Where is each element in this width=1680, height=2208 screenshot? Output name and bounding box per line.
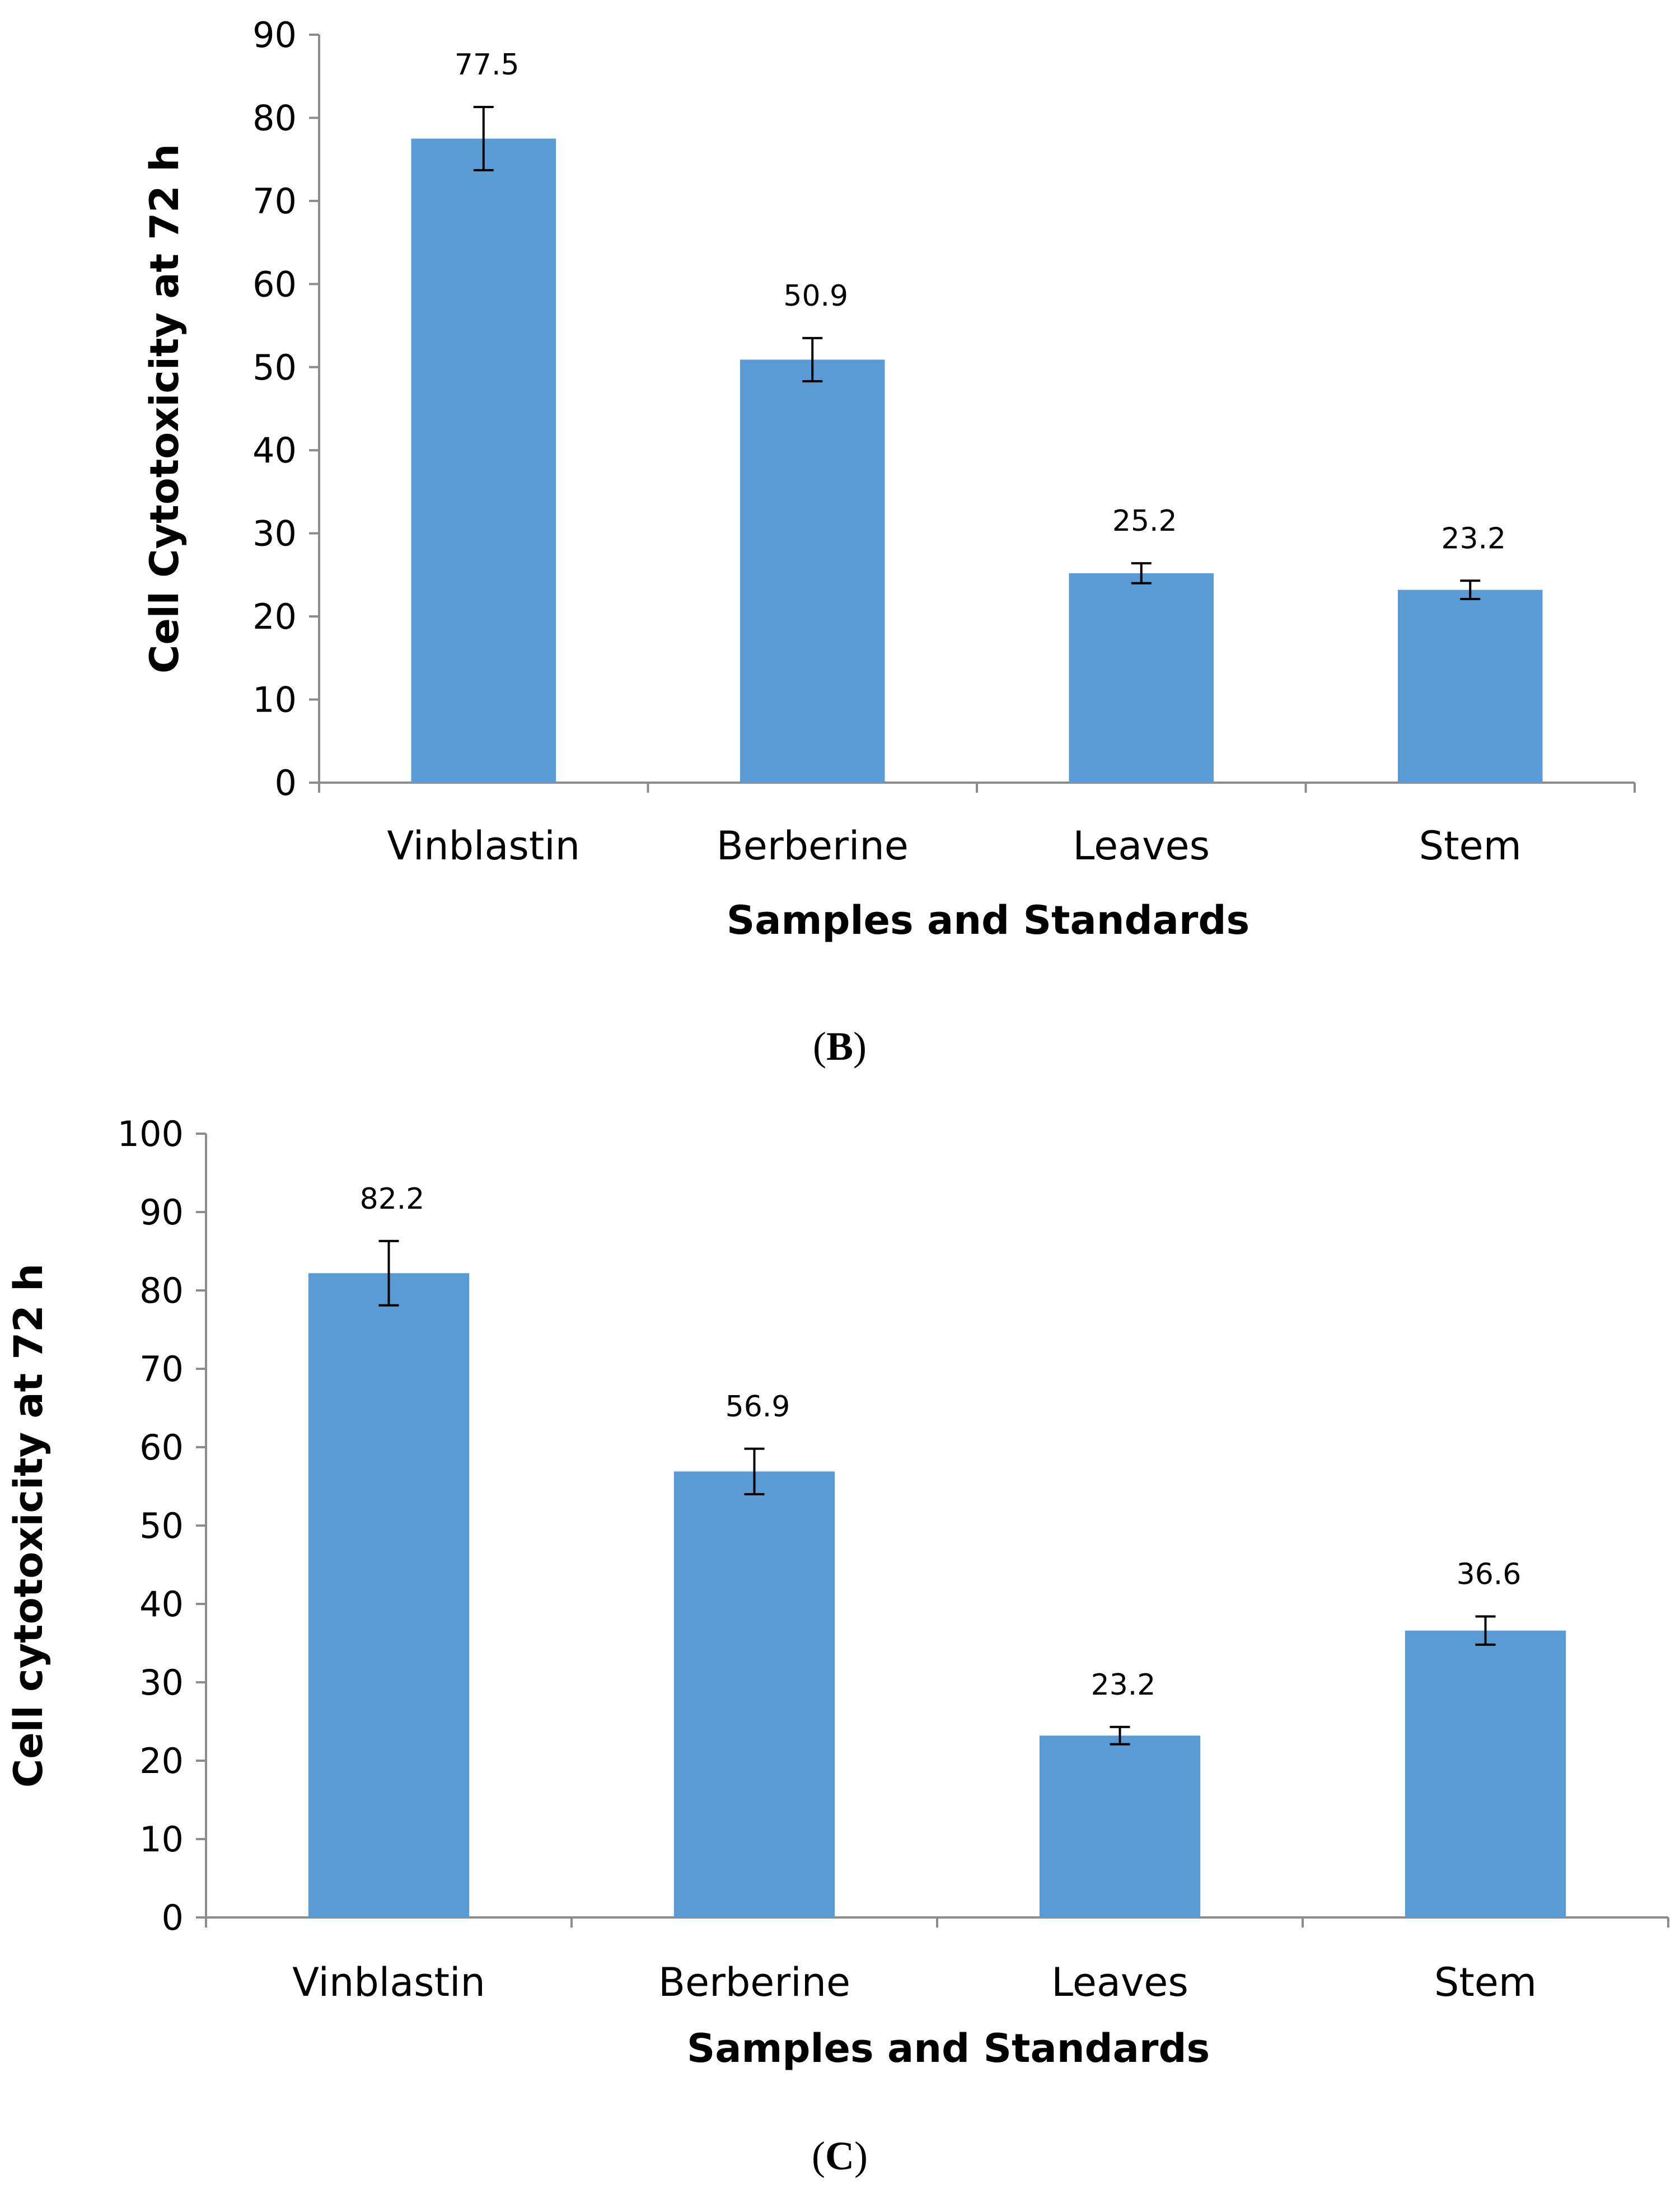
- error-bar: [473, 106, 494, 171]
- x-axis-title: Samples and Standards: [727, 897, 1250, 943]
- panel-caption-close: ): [853, 1024, 867, 1069]
- y-tick-label: 40: [252, 430, 297, 471]
- y-tick-label: 100: [118, 1114, 184, 1154]
- y-tick-label: 70: [252, 181, 297, 222]
- bar-vinblastin: [308, 1273, 470, 1917]
- category-label: Vinblastin: [387, 823, 580, 869]
- chart-panel-c: 0 10 20 30 40 50 60 70 80 90 100 82.2 Vinblastin 56.9…: [6, 1114, 1669, 2178]
- y-tick-label: 70: [139, 1349, 184, 1390]
- y-tick-label: 50: [139, 1505, 184, 1546]
- panel-caption: (C): [812, 2134, 868, 2178]
- category-label: Stem: [1434, 1959, 1537, 2005]
- category-label: Berberine: [658, 1959, 850, 2005]
- y-axis-title: Cell cytotoxicity at 72 h: [6, 1264, 52, 1788]
- panel-caption: (B): [813, 1024, 867, 1069]
- bar-berberine: [740, 359, 885, 783]
- bar-berberine: [673, 1471, 835, 1917]
- error-bar: [1110, 1725, 1130, 1746]
- category-label: Vinblastin: [292, 1959, 485, 2005]
- data-label: 50.9: [783, 279, 848, 313]
- bar-leaves: [1039, 1735, 1201, 1917]
- y-tick-label: 90: [139, 1192, 184, 1233]
- y-tick-label: 90: [252, 15, 297, 55]
- y-tick-label: 0: [275, 762, 297, 803]
- data-label: 36.6: [1457, 1557, 1522, 1591]
- y-tick-label: 80: [252, 97, 297, 138]
- bar-stem: [1398, 590, 1543, 783]
- y-axis-title: Cell Cytotoxicity at 72 h: [142, 144, 188, 673]
- y-tick-label: 20: [139, 1741, 184, 1781]
- panel-caption-open: (: [813, 1024, 826, 1069]
- y-tick-label: 0: [162, 1897, 184, 1938]
- x-axis-title: Samples and Standards: [687, 2025, 1210, 2071]
- panel-caption-open: (: [812, 2134, 825, 2178]
- data-label: 82.2: [360, 1182, 425, 1216]
- y-tick-label: 40: [139, 1584, 184, 1625]
- y-tick-label: 10: [139, 1819, 184, 1860]
- y-tick-label: 80: [139, 1270, 184, 1311]
- panel-caption-letter: B: [826, 1024, 853, 1069]
- chart-panel-b: 0 10 20 30 40 50 60 70 80 90 77.5 Vinblastin 50.9 Ber…: [142, 15, 1636, 1069]
- panel-caption-letter: C: [825, 2134, 854, 2178]
- error-bar: [378, 1239, 399, 1307]
- y-tick-label: 60: [252, 264, 297, 305]
- category-label: Berberine: [717, 823, 909, 869]
- category-label: Leaves: [1073, 823, 1210, 869]
- data-label: 56.9: [726, 1390, 790, 1424]
- error-bar: [1460, 579, 1481, 600]
- data-label: 23.2: [1441, 522, 1506, 555]
- error-bar: [802, 336, 823, 383]
- bar-leaves: [1069, 573, 1214, 783]
- y-tick-label: 20: [252, 596, 297, 637]
- y-tick-label: 50: [252, 347, 297, 388]
- error-bar: [1131, 562, 1152, 584]
- bar-vinblastin: [411, 138, 556, 783]
- data-label: 77.5: [455, 48, 520, 82]
- bar-stem: [1405, 1630, 1566, 1917]
- category-label: Leaves: [1051, 1959, 1188, 2005]
- error-bar: [1475, 1615, 1496, 1646]
- category-label: Stem: [1419, 823, 1522, 869]
- y-tick-label: 60: [139, 1427, 184, 1468]
- y-tick-label: 10: [252, 680, 297, 721]
- data-label: 25.2: [1112, 504, 1177, 538]
- data-label: 23.2: [1091, 1668, 1156, 1702]
- error-bar: [744, 1447, 765, 1495]
- y-tick-label: 30: [252, 513, 297, 554]
- y-tick-label: 30: [139, 1662, 184, 1703]
- panel-caption-close: ): [854, 2134, 868, 2178]
